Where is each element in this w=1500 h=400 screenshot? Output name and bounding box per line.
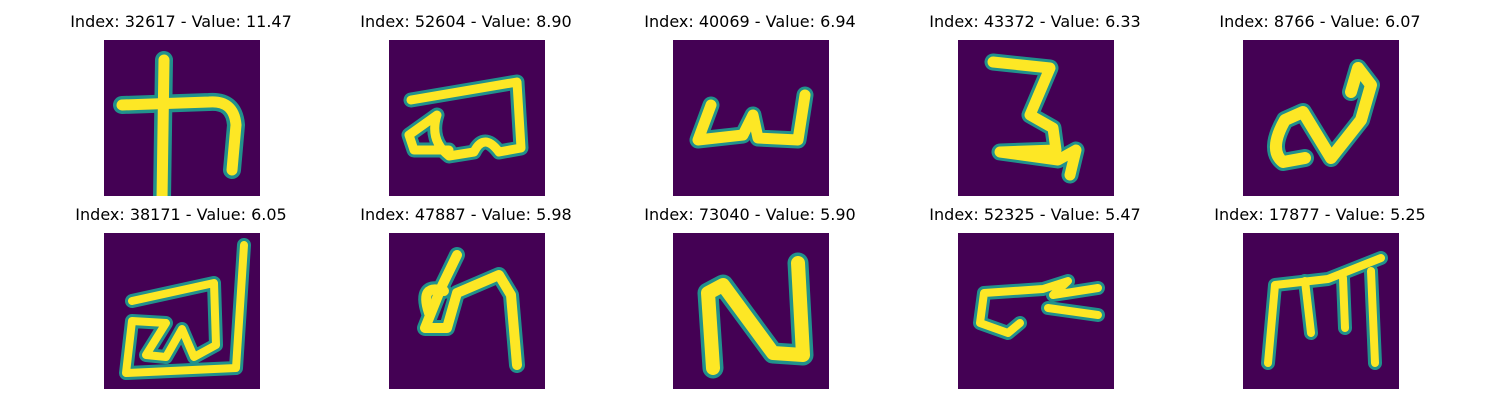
panel-9: Index: 52325 - Value: 5.47 [915, 205, 1155, 389]
glyph-image [958, 233, 1114, 389]
panel-title: Index: 52604 - Value: 8.90 [360, 12, 572, 31]
panel-1: Index: 32617 - Value: 11.47 [61, 12, 301, 196]
panel-2: Index: 52604 - Value: 8.90 [346, 12, 586, 196]
glyph-image [1243, 233, 1399, 389]
glyph-image [1243, 40, 1399, 196]
panel-title: Index: 8766 - Value: 6.07 [1219, 12, 1421, 31]
panel-4: Index: 43372 - Value: 6.33 [915, 12, 1155, 196]
glyph-image [673, 233, 829, 389]
panel-3: Index: 40069 - Value: 6.94 [630, 12, 870, 196]
glyph-image [673, 40, 829, 196]
glyph-image [104, 233, 260, 389]
panel-title: Index: 32617 - Value: 11.47 [70, 12, 292, 31]
panel-10: Index: 17877 - Value: 5.25 [1200, 205, 1440, 389]
panel-title: Index: 47887 - Value: 5.98 [360, 205, 572, 224]
panel-title: Index: 40069 - Value: 6.94 [644, 12, 856, 31]
panel-title: Index: 38171 - Value: 6.05 [75, 205, 287, 224]
panel-8: Index: 73040 - Value: 5.90 [630, 205, 870, 389]
panel-5: Index: 8766 - Value: 6.07 [1200, 12, 1440, 196]
panel-title: Index: 17877 - Value: 5.25 [1214, 205, 1426, 224]
glyph-image [958, 40, 1114, 196]
panel-title: Index: 52325 - Value: 5.47 [929, 205, 1141, 224]
glyph-image [104, 40, 260, 196]
glyph-image [389, 40, 545, 196]
glyph-image [389, 233, 545, 389]
panel-6: Index: 38171 - Value: 6.05 [61, 205, 301, 389]
panel-7: Index: 47887 - Value: 5.98 [346, 205, 586, 389]
panel-title: Index: 43372 - Value: 6.33 [929, 12, 1141, 31]
panel-title: Index: 73040 - Value: 5.90 [644, 205, 856, 224]
